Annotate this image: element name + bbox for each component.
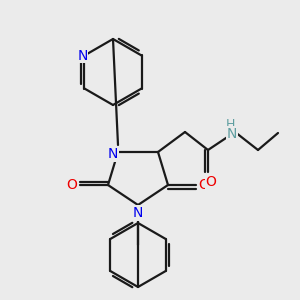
Text: N: N	[133, 206, 143, 220]
Text: H: H	[225, 118, 235, 130]
Text: O: O	[67, 178, 77, 192]
Text: O: O	[206, 175, 216, 189]
Text: N: N	[77, 49, 88, 62]
Text: N: N	[227, 127, 237, 141]
Text: O: O	[199, 178, 209, 192]
Text: N: N	[108, 147, 118, 161]
